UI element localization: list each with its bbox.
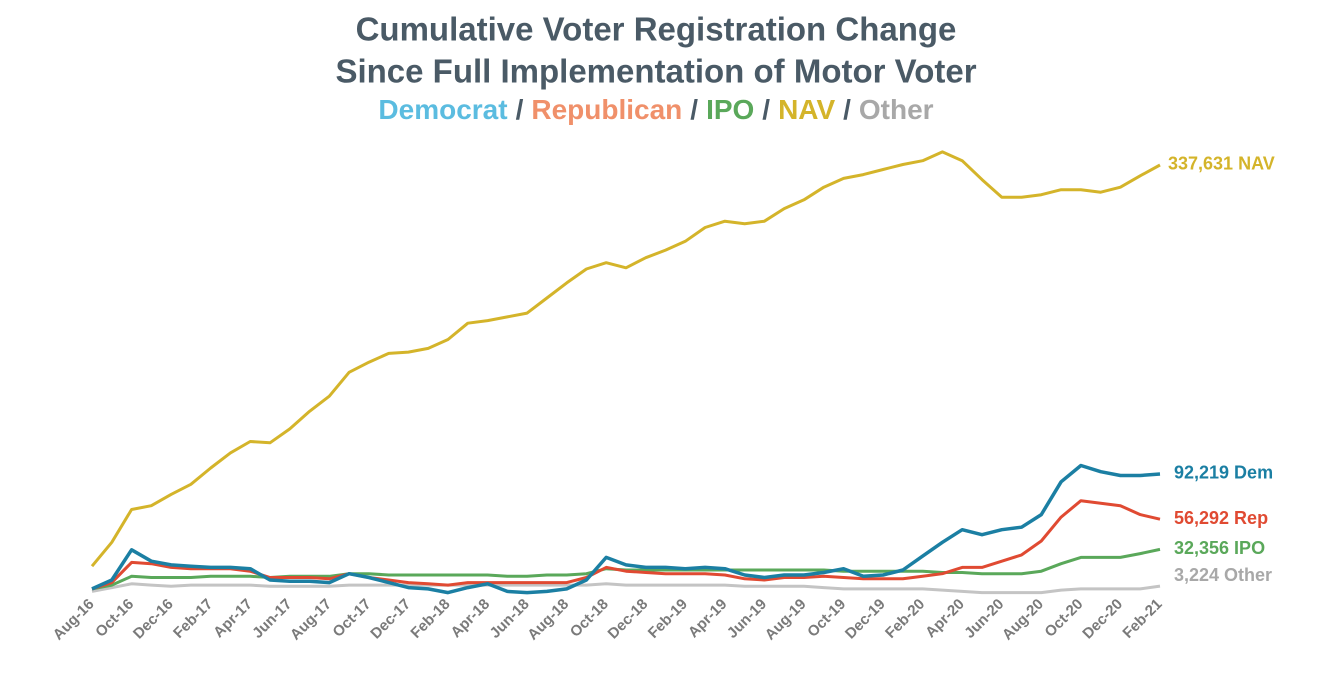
series-line bbox=[91, 582, 1161, 595]
x-tick-label: Oct-20 bbox=[1041, 596, 1086, 641]
x-tick-label: Dec-16 bbox=[130, 596, 177, 643]
chart-title: Cumulative Voter Registration Change bbox=[356, 11, 957, 48]
x-tick-label: Feb-21 bbox=[1119, 596, 1165, 642]
x-tick-label: Oct-18 bbox=[567, 596, 612, 641]
legend-entry: Democrat bbox=[378, 94, 507, 125]
legend-separator: / bbox=[690, 94, 698, 125]
x-tick-label: Oct-17 bbox=[329, 596, 374, 641]
x-tick-label: Jun-18 bbox=[487, 596, 533, 642]
legend-entry: IPO bbox=[706, 94, 754, 125]
x-tick-label: Aug-16 bbox=[50, 596, 98, 644]
series-line bbox=[91, 463, 1161, 595]
x-tick-label: Apr-19 bbox=[685, 596, 731, 642]
legend-entry: Other bbox=[859, 94, 934, 125]
end-label: 32,356 IPO bbox=[1174, 538, 1265, 558]
end-label: 56,292 Rep bbox=[1174, 508, 1268, 528]
x-tick-label: Dec-20 bbox=[1079, 596, 1126, 643]
legend-separator: / bbox=[516, 94, 524, 125]
x-tick-label: Jun-17 bbox=[249, 596, 295, 642]
x-tick-label: Aug-20 bbox=[999, 596, 1047, 644]
x-tick-label: Aug-18 bbox=[524, 596, 572, 644]
x-tick-label: Aug-19 bbox=[762, 596, 810, 644]
x-tick-label: Oct-16 bbox=[92, 596, 137, 641]
x-tick-label: Dec-17 bbox=[367, 596, 414, 643]
legend-entry: Republican bbox=[531, 94, 682, 125]
series-line bbox=[91, 499, 1161, 591]
x-tick-label: Dec-18 bbox=[605, 596, 652, 643]
x-tick-label: Apr-20 bbox=[922, 596, 968, 642]
x-tick-label: Dec-19 bbox=[842, 596, 889, 643]
legend-entry: NAV bbox=[778, 94, 835, 125]
x-tick-label: Feb-20 bbox=[882, 596, 928, 642]
x-tick-label: Feb-18 bbox=[407, 596, 453, 642]
end-label: 3,224 Other bbox=[1174, 565, 1272, 585]
x-tick-label: Jun-19 bbox=[724, 596, 770, 642]
x-tick-label: Feb-19 bbox=[645, 596, 691, 642]
legend: Democrat / Republican / IPO / NAV / Other bbox=[378, 94, 933, 125]
x-tick-label: Apr-17 bbox=[210, 596, 256, 642]
series-line bbox=[90, 150, 1161, 568]
x-tick-label: Apr-18 bbox=[448, 596, 494, 642]
legend-separator: / bbox=[843, 94, 851, 125]
x-tick-label: Feb-17 bbox=[170, 596, 216, 642]
x-tick-label: Jun-20 bbox=[961, 596, 1007, 642]
end-label: 92,219 Dem bbox=[1174, 463, 1273, 483]
legend-separator: / bbox=[762, 94, 770, 125]
x-tick-label: Aug-17 bbox=[287, 596, 335, 644]
end-label: 337,631 NAV bbox=[1168, 154, 1275, 174]
chart-title: Since Full Implementation of Motor Voter bbox=[335, 53, 976, 90]
x-tick-label: Oct-19 bbox=[804, 596, 849, 641]
